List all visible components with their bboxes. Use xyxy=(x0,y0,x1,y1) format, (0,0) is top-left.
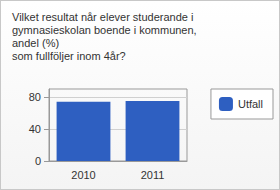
svg-text:andel (%): andel (%) xyxy=(12,37,59,49)
svg-text:2011: 2011 xyxy=(141,169,165,181)
svg-text:0: 0 xyxy=(35,155,41,167)
svg-text:2010: 2010 xyxy=(71,169,95,181)
svg-text:80: 80 xyxy=(29,91,41,103)
svg-text:Utfall: Utfall xyxy=(238,98,263,110)
svg-text:som fullföljer inom 4år?: som fullföljer inom 4år? xyxy=(12,50,126,62)
svg-text:40: 40 xyxy=(29,123,41,135)
svg-text:Vilket resultat når elever stu: Vilket resultat når elever studerande i xyxy=(12,11,193,23)
svg-text:gymnasieskolan boende i kommun: gymnasieskolan boende i kommunen, xyxy=(12,24,197,36)
